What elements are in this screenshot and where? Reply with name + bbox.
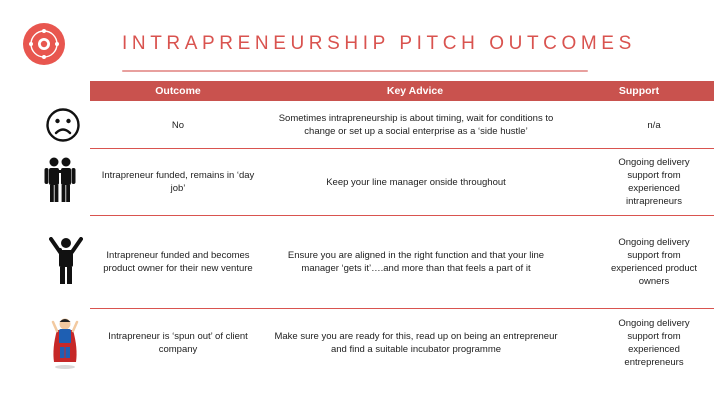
table-row: Intrapreneur funded and becomes product … <box>90 216 714 308</box>
row-support: Ongoing delivery support from experience… <box>618 157 690 207</box>
row-outcome: Intrapreneur funded and becomes product … <box>103 250 253 274</box>
row-outcome: Intrapreneur funded, remains in ‘day job… <box>101 170 255 194</box>
table-row: Intrapreneur is ‘spun out’ of client com… <box>90 309 714 377</box>
table-header: Outcome Key Advice Support <box>90 81 714 101</box>
two-people-icon <box>44 157 76 208</box>
row-support: Ongoing delivery support from experience… <box>610 237 698 287</box>
organization-logo <box>22 22 66 66</box>
row-divider <box>90 215 714 216</box>
row-advice: Keep your line manager onside throughout <box>326 176 506 188</box>
sad-face-icon <box>45 107 81 148</box>
row-support: n/a <box>647 119 661 131</box>
table-row: Intrapreneur funded, remains in ‘day job… <box>90 149 714 215</box>
header-key-advice: Key Advice <box>386 85 444 97</box>
row-divider <box>90 308 714 309</box>
row-support: Ongoing delivery support from experience… <box>618 318 690 368</box>
table-row: No Sometimes intrapreneurship is about t… <box>90 102 714 148</box>
superhero-icon <box>48 316 82 375</box>
page-title: INTRAPRENEURSHIP PITCH OUTCOMES <box>122 33 636 54</box>
header-support: Support <box>618 85 660 97</box>
row-advice: Sometimes intrapreneurship is about timi… <box>278 113 554 137</box>
row-advice: Ensure you are aligned in the right func… <box>287 250 545 274</box>
logo-icon <box>23 23 65 65</box>
title-underline <box>122 70 588 72</box>
row-advice: Make sure you are ready for this, read u… <box>274 331 558 355</box>
celebrating-person-icon <box>49 237 83 290</box>
header-outcome: Outcome <box>155 85 201 97</box>
row-outcome: No <box>171 119 185 131</box>
row-divider <box>90 148 714 149</box>
row-outcome: Intrapreneur is ‘spun out’ of client com… <box>108 331 248 355</box>
